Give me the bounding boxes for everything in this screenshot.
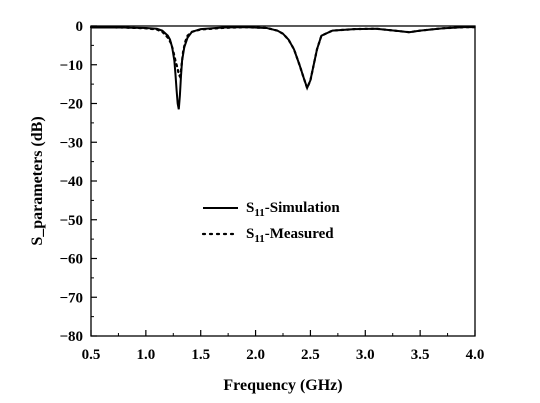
x-tick-label: 3.0 <box>356 347 375 363</box>
y-axis-label: S_parameters (dB) <box>29 116 46 245</box>
legend-entry-subscript: 11 <box>254 233 264 245</box>
series-line-solid <box>91 26 475 110</box>
x-tick-label: 1.0 <box>136 347 155 363</box>
legend-entry: S11-Measured <box>246 226 334 245</box>
y-tick-label: 0 <box>76 19 84 35</box>
x-tick-label: 0.5 <box>82 347 101 363</box>
y-tick-label: −70 <box>59 290 83 306</box>
y-tick-label: −10 <box>59 58 83 74</box>
y-tick-label: −20 <box>59 97 83 113</box>
y-tick-label: −40 <box>59 174 83 190</box>
legend-entry-main: S <box>246 226 254 242</box>
y-tick-label: −50 <box>59 213 83 229</box>
plot-frame <box>90 25 476 337</box>
legend-entry-subscript: 11 <box>254 207 264 219</box>
y-tick-label: −30 <box>59 135 83 151</box>
x-tick-label: 3.5 <box>411 347 430 363</box>
y-tick-label: −80 <box>59 329 83 345</box>
series-curves <box>89 26 477 110</box>
x-tick-label: 4.0 <box>466 347 485 363</box>
x-axis-label: Frequency (GHz) <box>223 377 342 394</box>
x-tick-label: 2.5 <box>301 347 320 363</box>
legend-entry-main: S <box>246 200 254 216</box>
legend-entry-rest: -Measured <box>265 226 335 242</box>
y-axis-ticks: 0 −10 −20 −30 −40 −50 −60 −70 −80 <box>59 19 97 345</box>
y-tick-label: −60 <box>59 252 83 268</box>
x-tick-label: 2.0 <box>246 347 265 363</box>
legend-entry: S11-Simulation <box>246 200 340 219</box>
legend-entry-rest: -Simulation <box>265 200 341 216</box>
series-line-dotted <box>89 26 477 92</box>
x-tick-label: 1.5 <box>191 347 210 363</box>
x-axis-ticks: 0.5 1.0 1.5 2.0 2.5 3.0 3.5 4.0 <box>82 330 485 363</box>
